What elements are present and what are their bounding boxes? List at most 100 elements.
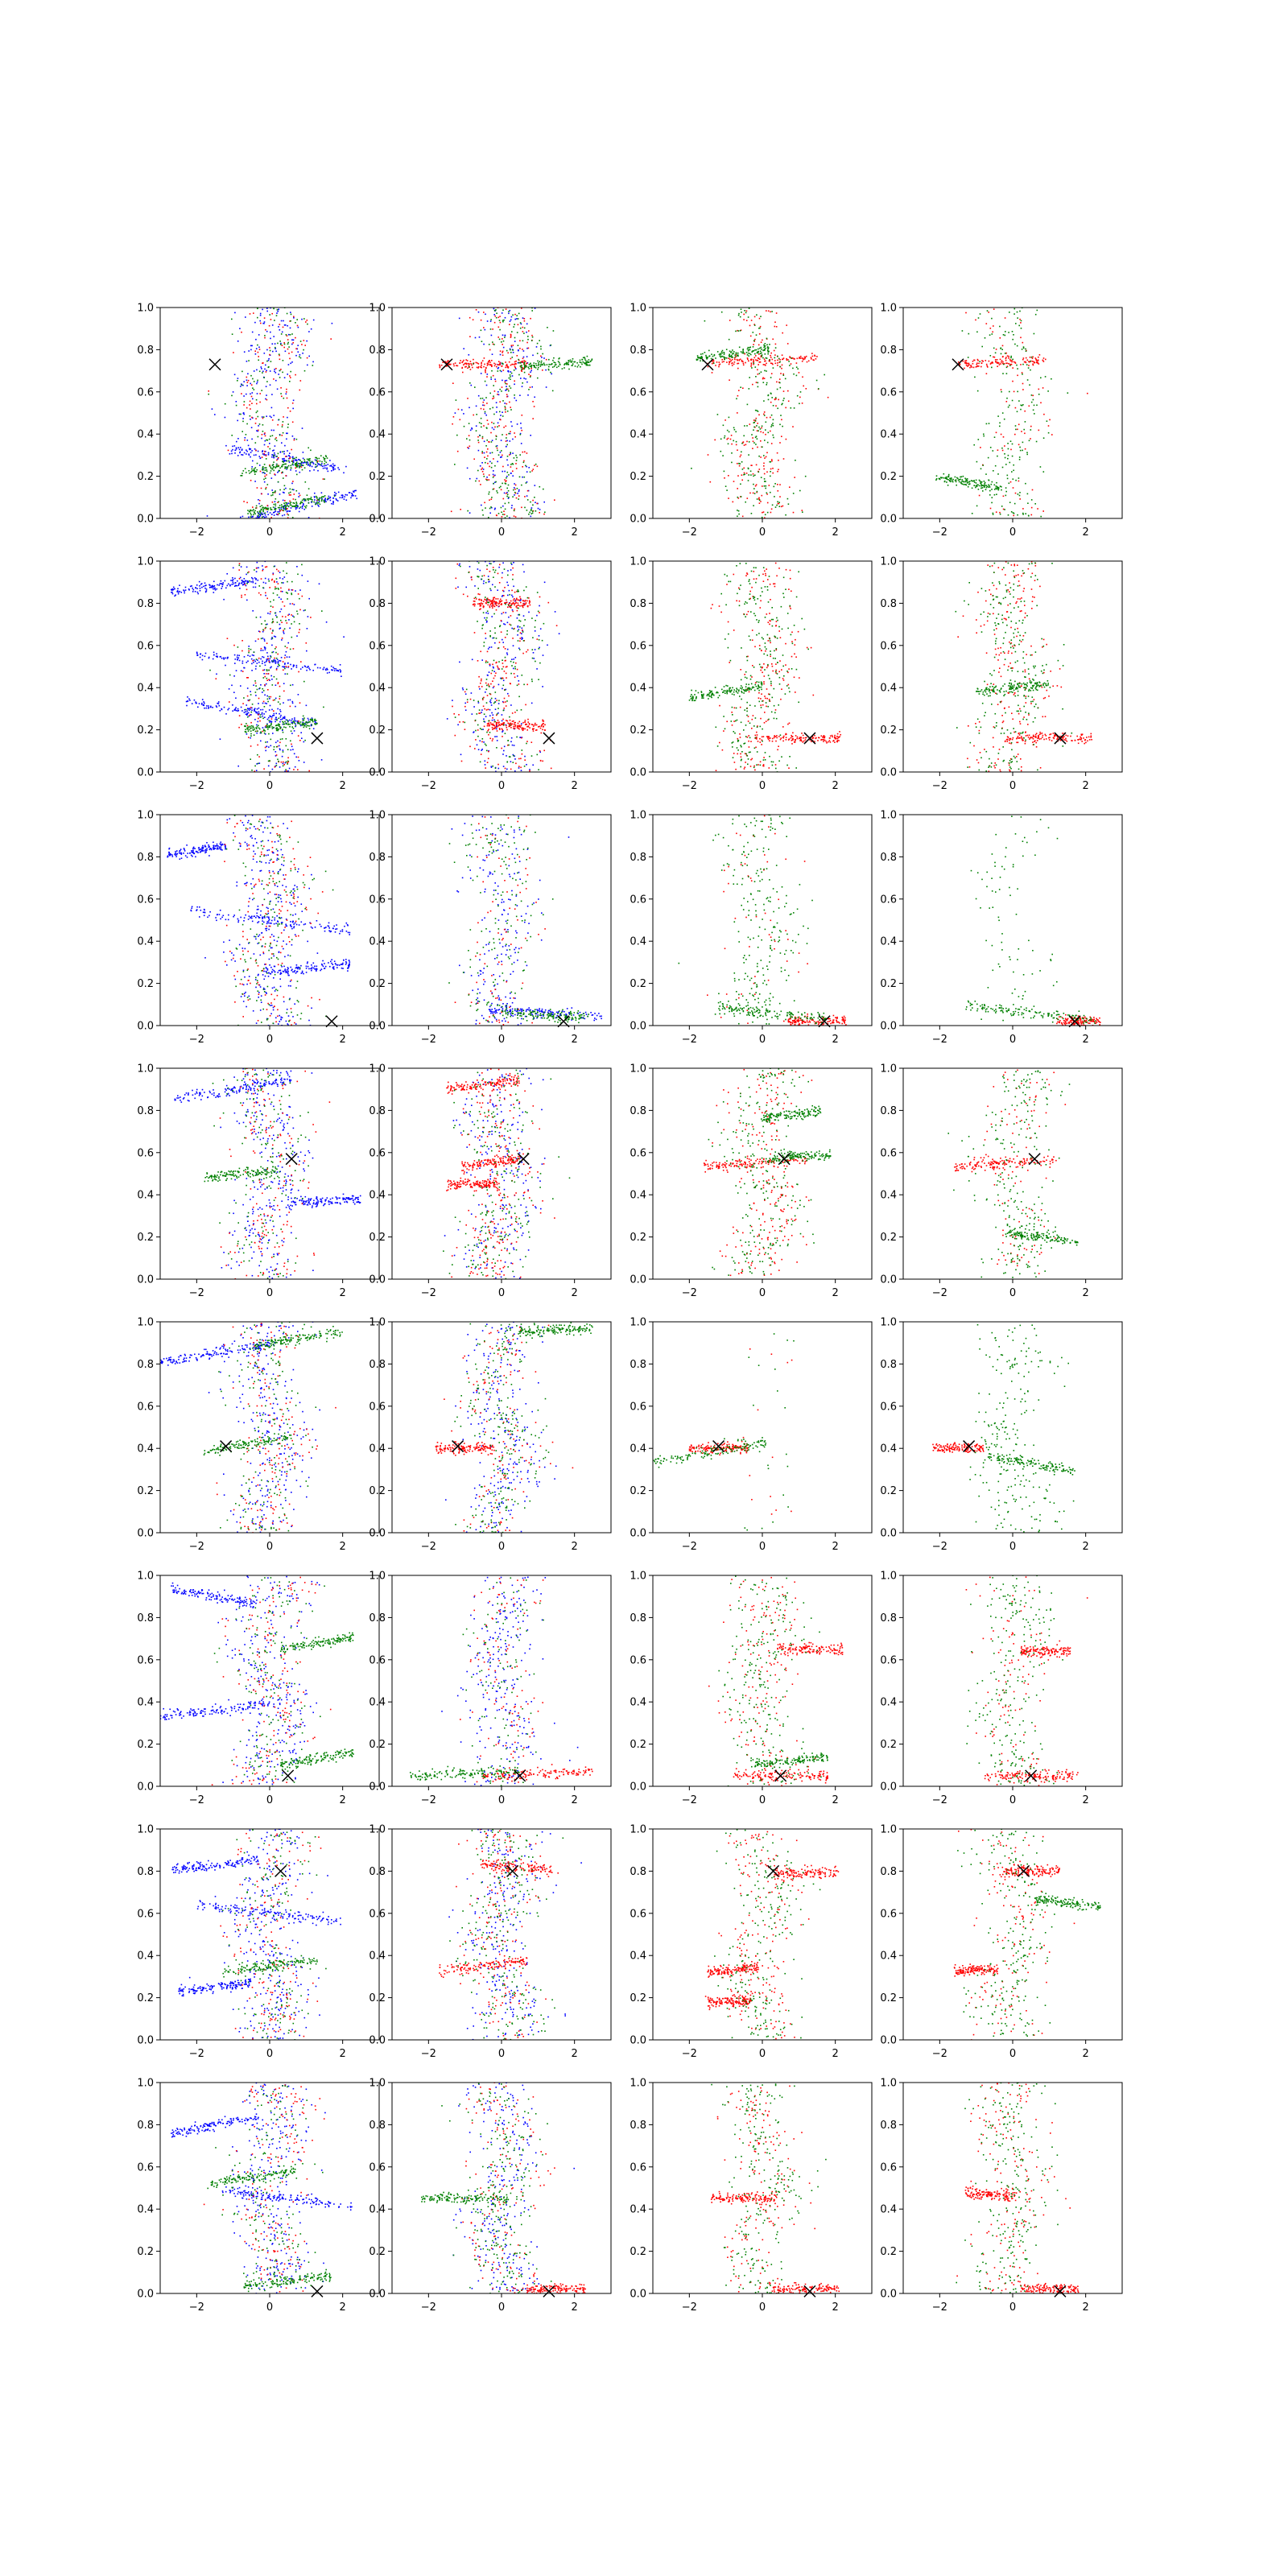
green-point [269,760,270,762]
green-point [756,352,758,354]
blue-point [246,599,248,601]
green-point [491,497,493,498]
green-point [287,721,289,723]
red-point [519,340,521,342]
green-point [497,370,499,372]
green-point [773,485,775,488]
green-point [744,425,745,427]
red-point [524,361,526,362]
green-point [979,361,980,362]
green-point [525,482,527,484]
blue-point [258,346,260,349]
green-point [939,478,941,481]
green-point [774,506,777,508]
green-point [751,434,753,436]
blue-point [258,502,260,505]
blue-point [494,708,497,710]
red-point [1001,356,1004,358]
red-point [729,361,731,363]
red-point [485,478,487,481]
red-point [997,449,999,451]
green-point [1022,347,1025,349]
blue-point [465,586,467,588]
x-tick-label: 2 [1083,526,1089,539]
red-point [989,363,992,365]
red-point [469,336,471,337]
green-point [295,461,298,464]
red-point [452,705,453,708]
green-point [293,502,295,504]
red-point [989,328,992,329]
red-point [777,470,778,473]
red-point [499,401,501,402]
green-point [749,353,752,356]
green-point [246,423,248,425]
blue-point [239,588,241,589]
green-point [530,362,531,365]
green-point [270,509,272,510]
blue-point [262,472,264,473]
green-point [515,460,518,461]
green-point [279,489,281,491]
blue-point [318,583,320,585]
blue-point [489,708,491,711]
blue-point [318,463,320,465]
green-point [1001,506,1003,507]
red-point [753,344,754,345]
green-point [291,580,293,583]
blue-point [266,349,268,351]
blue-point [239,452,241,454]
green-point [266,670,268,671]
green-point [787,503,790,505]
red-point [728,475,729,477]
red-point [283,416,284,418]
red-point [493,321,496,324]
red-point [762,377,764,379]
blue-point [514,341,516,342]
blue-point [213,654,215,656]
blue-point [203,701,204,703]
blue-point [303,462,304,464]
blue-point [186,704,188,707]
red-point [502,646,505,648]
blue-point [208,708,209,709]
blue-point [246,566,248,568]
red-point [241,597,242,598]
green-point [289,488,291,490]
red-point [758,497,760,499]
red-point [287,513,288,515]
green-point [530,510,532,511]
blue-point [232,577,233,579]
blue-point [308,719,310,721]
green-point [318,502,320,504]
green-point [262,510,264,511]
green-point [485,397,487,398]
red-point [448,360,450,362]
red-point [799,357,802,359]
green-point [229,674,231,676]
red-point [734,358,736,361]
red-point [515,363,517,365]
green-point [506,456,509,457]
green-point [1027,514,1030,517]
green-point [795,374,798,377]
green-point [290,491,291,493]
red-point [1028,405,1030,407]
green-point [277,342,279,345]
green-point [262,469,264,471]
green-point [476,414,477,415]
blue-point [283,582,284,584]
green-point [535,463,537,465]
green-point [766,370,767,372]
blue-point [273,456,275,459]
red-point [766,502,769,504]
blue-point [224,580,226,582]
red-point [743,313,745,316]
green-point [312,720,314,721]
green-point [980,481,983,483]
red-point [238,726,240,729]
red-point [491,360,493,361]
red-point [483,725,485,728]
green-point [275,678,278,680]
blue-point [493,470,494,472]
